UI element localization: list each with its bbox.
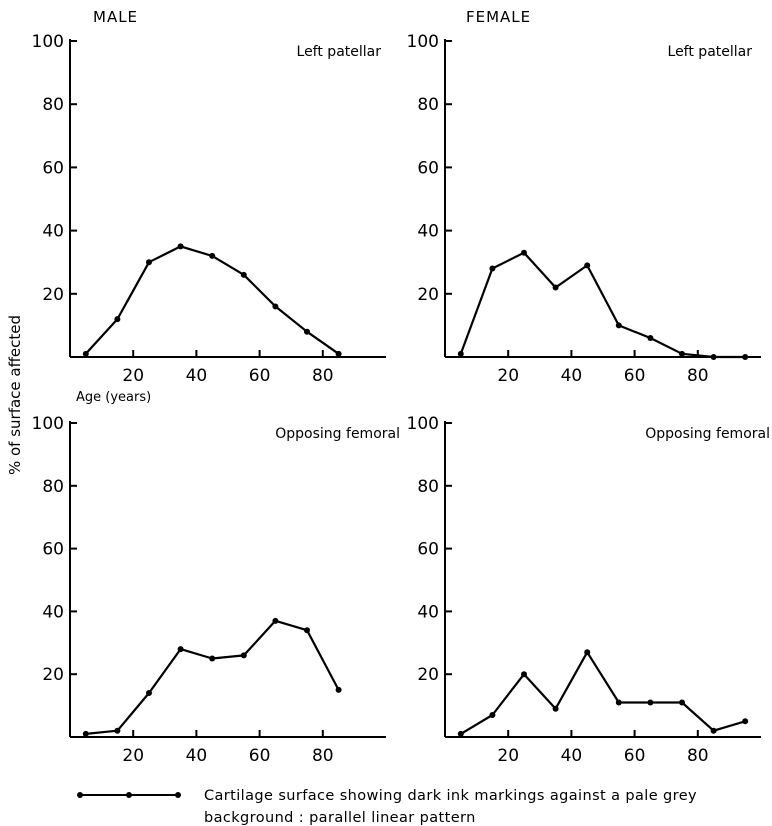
y-tick-label: 60 — [42, 540, 64, 560]
y-tick-label: 40 — [417, 602, 439, 622]
data-point — [335, 350, 342, 357]
data-point — [177, 243, 184, 250]
data-point — [304, 328, 310, 335]
panel-title: Opposing femoral — [645, 426, 770, 442]
y-tick-label: 100 — [32, 414, 64, 434]
legend: Cartilage surface showing dark ink marki… — [77, 788, 697, 826]
data-point — [146, 259, 152, 266]
legend-text-line-1: Cartilage surface showing dark ink marki… — [204, 788, 697, 804]
chart-panel-male-left-patellar: 20 40 60 80 100 20 40 60 80 Left patellar — [32, 32, 386, 386]
x-tick-label: 60 — [624, 746, 646, 766]
data-point — [584, 262, 591, 269]
male-header: MALE — [93, 8, 138, 26]
y-tick-label: 100 — [32, 32, 64, 52]
data-point — [552, 284, 559, 291]
data-point — [647, 335, 654, 342]
x-tick-label: 80 — [687, 366, 709, 386]
chart-panel-female-opposing-femoral: 20 40 60 80 100 20 40 60 80 Opposing femoral — [407, 414, 770, 766]
data-point — [82, 730, 89, 737]
y-tick-label: 80 — [42, 477, 64, 497]
data-point — [272, 303, 279, 310]
data-point — [209, 252, 216, 259]
data-point — [647, 699, 654, 706]
x-tick-label: 40 — [186, 746, 208, 766]
x-tick-label: 40 — [186, 366, 208, 386]
x-tick-label: 20 — [497, 746, 519, 766]
x-tick-label: 80 — [312, 366, 334, 386]
data-point — [114, 727, 121, 734]
y-tick-label: 40 — [42, 222, 64, 242]
series-line — [84, 245, 340, 355]
y-tick-label: 80 — [417, 95, 439, 115]
age-axis-label: Age (years) — [76, 390, 151, 405]
data-point — [521, 249, 527, 256]
x-tick-label: 60 — [624, 366, 646, 386]
x-tick-label: 60 — [249, 366, 271, 386]
data-point — [521, 671, 527, 678]
data-point — [146, 690, 152, 697]
data-point — [114, 316, 121, 323]
data-point — [489, 712, 496, 719]
y-tick-label: 60 — [417, 540, 439, 560]
data-point — [710, 727, 717, 734]
data-point — [742, 718, 749, 725]
data-point — [489, 265, 496, 272]
data-point — [552, 705, 559, 712]
x-tick-label: 80 — [312, 746, 334, 766]
y-tick-label: 100 — [407, 32, 439, 52]
data-point — [679, 350, 685, 357]
chart-panel-female-left-patellar: 20 40 60 80 100 20 40 60 80 Left patellar — [407, 32, 761, 386]
data-point — [584, 649, 591, 656]
x-tick-label: 80 — [687, 746, 709, 766]
x-tick-label: 40 — [561, 746, 583, 766]
x-tick-label: 60 — [249, 746, 271, 766]
data-point — [615, 322, 622, 329]
legend-marker — [126, 792, 132, 798]
y-axis-label: % of surface affected — [6, 315, 24, 475]
panel-title: Left patellar — [297, 44, 382, 60]
data-point — [240, 652, 247, 659]
data-point — [335, 686, 342, 693]
x-tick-label: 20 — [122, 366, 144, 386]
female-header: FEMALE — [466, 8, 531, 26]
legend-marker — [77, 792, 83, 798]
y-tick-label: 60 — [417, 158, 439, 178]
y-tick-label: 60 — [42, 158, 64, 178]
series-line — [460, 651, 746, 735]
data-point — [209, 655, 216, 662]
data-point — [710, 354, 717, 360]
data-point — [272, 617, 279, 624]
y-tick-label: 20 — [417, 285, 439, 305]
y-tick-label: 100 — [407, 414, 439, 434]
data-point — [304, 627, 310, 634]
panel-title: Left patellar — [668, 44, 753, 60]
legend-text-line-2: background : parallel linear pattern — [204, 810, 476, 826]
data-point — [82, 350, 89, 357]
series-line — [85, 619, 340, 735]
chart-panel-male-opposing-femoral: 20 40 60 80 100 20 40 60 80 Opposing femoral — [32, 414, 400, 766]
x-tick-label: 20 — [497, 366, 519, 386]
y-tick-label: 20 — [42, 665, 64, 685]
y-tick-label: 40 — [417, 222, 439, 242]
data-point — [742, 354, 749, 360]
y-tick-label: 80 — [42, 95, 64, 115]
data-point — [457, 350, 464, 357]
y-tick-label: 20 — [417, 665, 439, 685]
x-tick-label: 40 — [561, 366, 583, 386]
y-tick-label: 20 — [42, 285, 64, 305]
data-point — [457, 730, 464, 737]
y-tick-label: 40 — [42, 602, 64, 622]
data-point — [615, 699, 622, 706]
panel-title: Opposing femoral — [275, 426, 400, 442]
x-tick-label: 20 — [122, 746, 144, 766]
data-point — [240, 271, 247, 278]
legend-marker — [175, 792, 181, 798]
y-tick-label: 80 — [417, 477, 439, 497]
series-line — [459, 251, 746, 359]
data-point — [679, 699, 685, 706]
data-point — [177, 646, 184, 653]
